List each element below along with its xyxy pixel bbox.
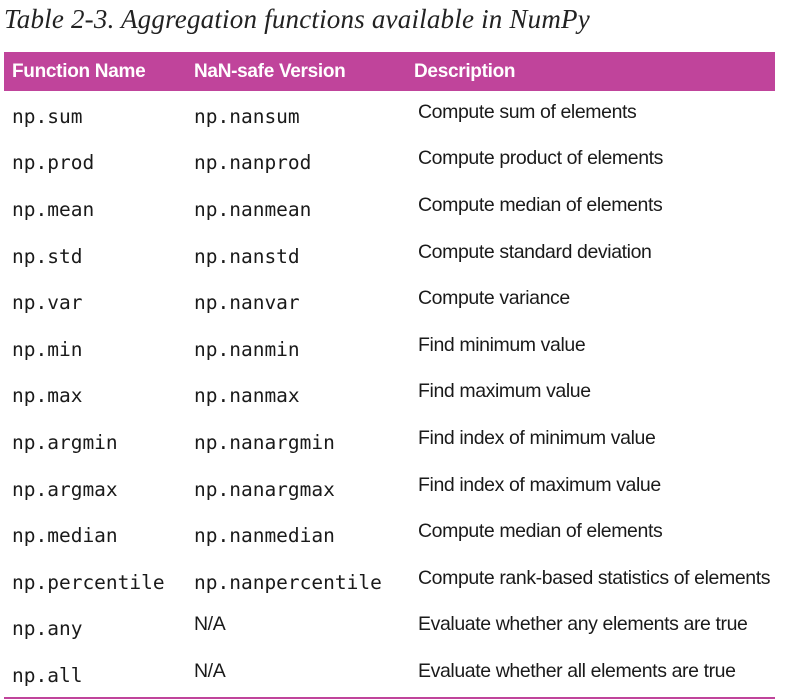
column-header-nan-safe-version: NaN-safe Version	[194, 60, 346, 82]
function-name-cell: np.all	[4, 650, 186, 699]
column-header-function-name: Function Name	[12, 60, 146, 82]
table-row: np.sum np.nansum Compute sum of elements	[4, 91, 775, 138]
nan-safe-cell: np.nanmedian	[194, 524, 335, 548]
nan-safe-cell: np.nanargmin	[194, 430, 335, 454]
column-header-description: Description	[414, 60, 516, 82]
function-name-cell: np.any	[12, 617, 83, 641]
function-name-cell: np.median	[12, 524, 118, 548]
table-row: np.median np.nanmedian Compute median of…	[4, 510, 775, 557]
header-row: Function Name NaN-safe Version Descripti…	[4, 52, 775, 91]
table-row: np.all N/A Evaluate whether all elements…	[4, 650, 775, 699]
nan-safe-cell: N/A	[194, 613, 226, 636]
nan-safe-cell: np.nanstd	[194, 244, 300, 268]
table-row: np.max np.nanmax Find maximum value	[4, 371, 775, 418]
nan-safe-cell: np.nanargmax	[194, 477, 335, 501]
table-row: np.mean np.nanmean Compute median of ele…	[4, 184, 775, 231]
table: Function Name NaN-safe Version Descripti…	[4, 52, 775, 699]
nan-safe-cell: np.nansum	[194, 104, 300, 128]
description-cell: Compute variance	[418, 287, 570, 310]
nan-safe-cell: np.nanprod	[194, 151, 312, 175]
function-name-cell: np.percentile	[12, 570, 165, 594]
table-body: np.sum np.nansum Compute sum of elements…	[4, 91, 775, 699]
nan-safe-cell: np.nanpercentile	[194, 570, 382, 594]
function-name-cell: np.min	[12, 337, 83, 361]
description-cell: Compute standard deviation	[418, 240, 652, 263]
table-row: np.min np.nanmin Find minimum value	[4, 324, 775, 371]
function-name-cell: np.var	[12, 291, 83, 315]
nan-safe-cell: np.nanmean	[194, 197, 312, 221]
table-row: np.percentile np.nanpercentile Compute r…	[4, 557, 775, 604]
function-name-cell: np.mean	[12, 197, 95, 221]
table-row: np.std np.nanstd Compute standard deviat…	[4, 231, 775, 278]
table-row: np.argmax np.nanargmax Find index of max…	[4, 464, 775, 511]
nan-safe-cell: N/A	[186, 650, 406, 699]
description-cell: Compute product of elements	[418, 147, 664, 170]
description-cell: Compute median of elements	[418, 193, 663, 216]
function-name-cell: np.std	[12, 244, 83, 268]
table-header: Function Name NaN-safe Version Descripti…	[4, 52, 775, 91]
description-cell: Evaluate whether all elements are true	[406, 650, 775, 699]
description-cell: Find maximum value	[418, 380, 591, 403]
description-cell: Find index of maximum value	[418, 473, 661, 496]
function-name-cell: np.prod	[12, 151, 95, 175]
description-cell: Compute sum of elements	[418, 100, 637, 123]
function-name-cell: np.sum	[12, 104, 83, 128]
table-row: np.var np.nanvar Compute variance	[4, 277, 775, 324]
function-name-cell: np.max	[12, 384, 83, 408]
description-cell: Evaluate whether any elements are true	[418, 613, 748, 636]
table-caption: Table 2-3. Aggregation functions availab…	[4, 4, 590, 34]
function-name-cell: np.argmin	[12, 430, 118, 454]
function-name-cell: np.argmax	[12, 477, 118, 501]
description-cell: Compute rank-based statistics of element…	[418, 566, 771, 589]
table-row: np.any N/A Evaluate whether any elements…	[4, 604, 775, 651]
description-cell: Find index of minimum value	[418, 426, 656, 449]
table-row: np.argmin np.nanargmin Find index of min…	[4, 417, 775, 464]
description-cell: Compute median of elements	[418, 520, 663, 543]
nan-safe-cell: np.nanmin	[194, 337, 300, 361]
nan-safe-cell: np.nanmax	[194, 384, 300, 408]
description-cell: Find minimum value	[418, 333, 586, 356]
aggregation-functions-table: Function Name NaN-safe Version Descripti…	[4, 52, 775, 699]
table-row: np.prod np.nanprod Compute product of el…	[4, 138, 775, 185]
nan-safe-cell: np.nanvar	[194, 291, 300, 315]
